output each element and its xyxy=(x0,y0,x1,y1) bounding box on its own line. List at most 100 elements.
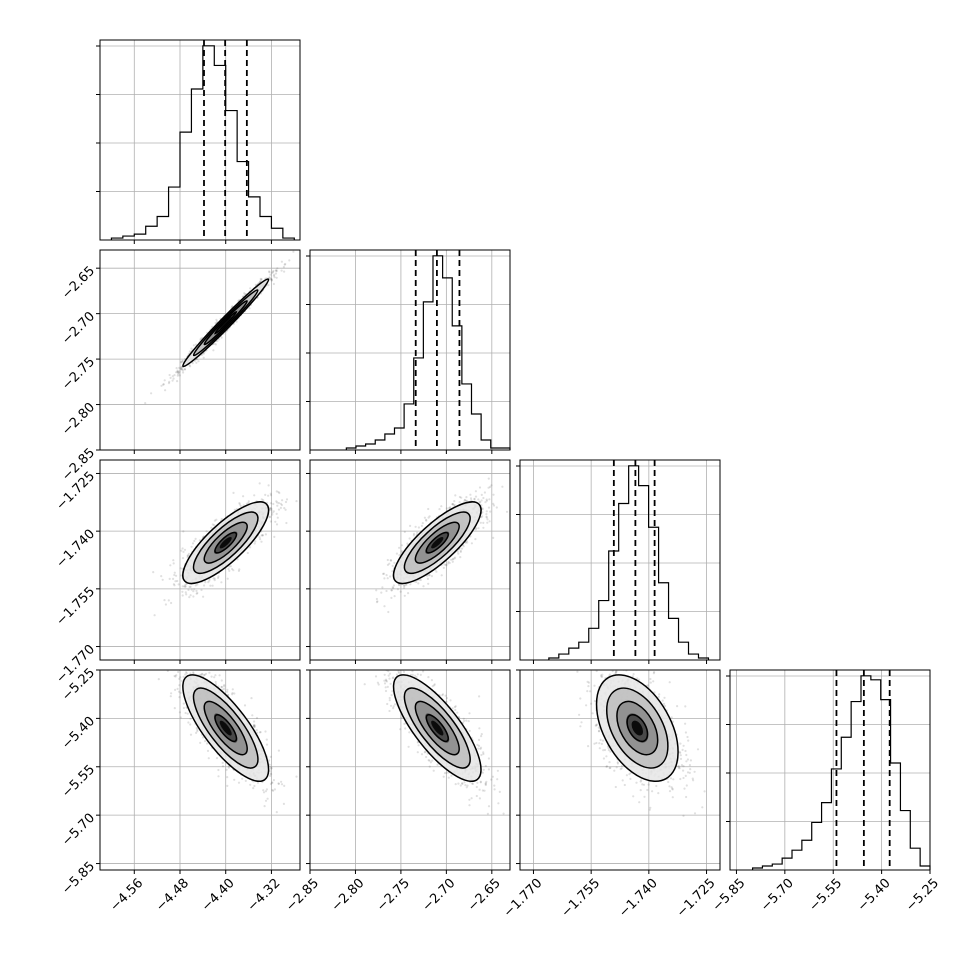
scatter-point xyxy=(196,583,199,586)
scatter-point xyxy=(175,371,178,374)
scatter-point xyxy=(425,518,428,522)
scatter-point xyxy=(177,690,181,693)
scatter-point xyxy=(264,730,267,733)
scatter-point xyxy=(232,491,235,494)
scatter-point xyxy=(253,720,256,723)
scatter-point xyxy=(188,585,191,589)
scatter-point xyxy=(220,679,223,682)
scatter-point xyxy=(275,512,278,516)
scatter-point xyxy=(193,588,196,591)
scatter-point xyxy=(258,731,262,734)
scatter-point xyxy=(258,482,261,485)
scatter-point xyxy=(232,569,235,572)
scatter-point xyxy=(180,361,183,364)
scatter-point xyxy=(474,495,478,498)
scatter-point xyxy=(451,503,454,506)
scatter-point xyxy=(390,596,393,600)
panel-frame xyxy=(99,249,301,451)
scatter-point xyxy=(485,510,488,513)
scatter-point xyxy=(215,320,219,323)
scatter-point xyxy=(485,498,488,501)
scatter-point xyxy=(385,589,388,593)
scatter-point xyxy=(390,589,393,592)
scatter-point xyxy=(213,676,216,679)
scatter-point xyxy=(184,585,187,588)
scatter-point xyxy=(375,601,379,604)
scatter-point xyxy=(192,595,195,598)
scatter-point xyxy=(375,589,378,592)
histogram-bars xyxy=(548,465,710,660)
scatter-point xyxy=(443,563,446,566)
scatter-point xyxy=(409,524,412,528)
scatter-point xyxy=(183,368,186,371)
scatter-point xyxy=(453,557,456,560)
x-tick-label: −4.48 xyxy=(153,876,192,915)
scatter-point xyxy=(478,500,481,503)
histogram-bars xyxy=(751,675,931,870)
density-level xyxy=(431,536,444,549)
histogram-panel-0 xyxy=(96,39,301,244)
scatter-point xyxy=(205,530,208,533)
scatter-point xyxy=(204,581,207,584)
scatter-point xyxy=(391,586,394,589)
histogram-bars xyxy=(345,255,511,450)
scatter-point xyxy=(271,271,274,274)
scatter-point xyxy=(162,383,165,386)
scatter-point xyxy=(270,278,273,282)
scatter-point xyxy=(182,530,185,533)
scatter-point xyxy=(252,723,256,727)
scatter-point xyxy=(152,571,155,574)
scatter-point xyxy=(279,506,282,509)
scatter-point xyxy=(181,369,184,372)
scatter-point xyxy=(453,500,456,503)
scatter-point xyxy=(272,510,275,513)
scatter-point xyxy=(173,571,176,574)
scatter-point xyxy=(392,587,395,590)
scatter-point xyxy=(386,563,389,567)
scatter-point xyxy=(276,267,279,270)
scatter-point xyxy=(470,542,473,545)
scatter-point xyxy=(183,585,186,588)
scatter-point xyxy=(178,696,181,699)
scatter-point xyxy=(175,574,178,577)
scatter-point xyxy=(489,510,492,513)
scatter-point xyxy=(193,539,196,543)
histogram-panel-3: −5.85 −5.70 −5.55 −5.40 −5.25 xyxy=(710,669,942,915)
scatter-point xyxy=(425,519,428,522)
scatter-point xyxy=(169,376,172,379)
scatter-point xyxy=(490,484,493,487)
scatter-point xyxy=(182,550,185,554)
scatter-point xyxy=(254,540,257,543)
scatter-point xyxy=(233,778,236,781)
scatter-point xyxy=(445,564,448,567)
scatter-point xyxy=(181,360,184,363)
scatter-point xyxy=(271,788,274,792)
scatter-point xyxy=(144,402,147,405)
scatter-point xyxy=(452,503,455,506)
scatter-point xyxy=(398,554,401,557)
contour-line xyxy=(425,531,449,554)
scatter-point xyxy=(398,546,401,549)
scatter-point xyxy=(216,339,219,343)
scatter-point xyxy=(177,670,180,674)
scatter-point xyxy=(171,379,174,382)
scatter-point xyxy=(301,795,303,797)
scatter-point xyxy=(409,583,412,586)
scatter-point xyxy=(260,277,263,281)
scatter-point xyxy=(285,521,288,525)
scatter-point xyxy=(391,564,394,568)
scatter-point xyxy=(492,536,495,540)
scatter-point xyxy=(440,574,443,577)
scatter-point xyxy=(475,527,478,530)
scatter-point xyxy=(273,788,276,791)
scatter-point xyxy=(192,344,195,347)
scatter-point xyxy=(195,592,198,595)
scatter-point xyxy=(220,336,223,339)
scatter-point xyxy=(481,507,484,510)
contour-line xyxy=(214,531,238,554)
scatter-point xyxy=(295,500,298,503)
scatter-point xyxy=(272,269,275,273)
contour-line xyxy=(182,278,270,368)
scatter-point xyxy=(222,687,226,691)
scatter-point xyxy=(173,584,176,587)
